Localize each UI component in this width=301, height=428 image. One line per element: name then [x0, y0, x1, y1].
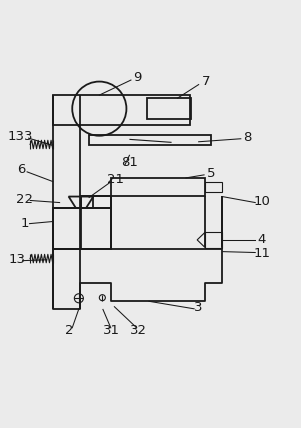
Text: 22: 22 — [16, 193, 33, 206]
Text: 81: 81 — [121, 156, 138, 169]
Bar — [111, 178, 205, 196]
Text: 2: 2 — [65, 324, 73, 337]
Text: 5: 5 — [206, 167, 215, 180]
Bar — [81, 196, 111, 249]
Text: 6: 6 — [17, 163, 26, 176]
Text: 7: 7 — [202, 75, 210, 88]
Bar — [53, 95, 190, 125]
Text: 31: 31 — [103, 324, 120, 337]
Text: 9: 9 — [133, 71, 141, 83]
Text: 10: 10 — [253, 196, 270, 208]
Text: 8: 8 — [243, 131, 251, 144]
Text: 21: 21 — [107, 173, 124, 186]
Text: 13: 13 — [9, 253, 26, 266]
Bar — [53, 208, 111, 249]
Bar — [205, 182, 222, 192]
Text: 1: 1 — [20, 217, 29, 229]
Bar — [81, 196, 111, 208]
Bar — [89, 135, 211, 145]
Text: 3: 3 — [194, 301, 203, 314]
Text: 4: 4 — [258, 233, 266, 246]
Text: 11: 11 — [253, 247, 270, 260]
Bar — [147, 98, 191, 119]
Bar — [205, 232, 222, 248]
Text: 32: 32 — [130, 324, 147, 337]
Text: 133: 133 — [8, 130, 33, 143]
